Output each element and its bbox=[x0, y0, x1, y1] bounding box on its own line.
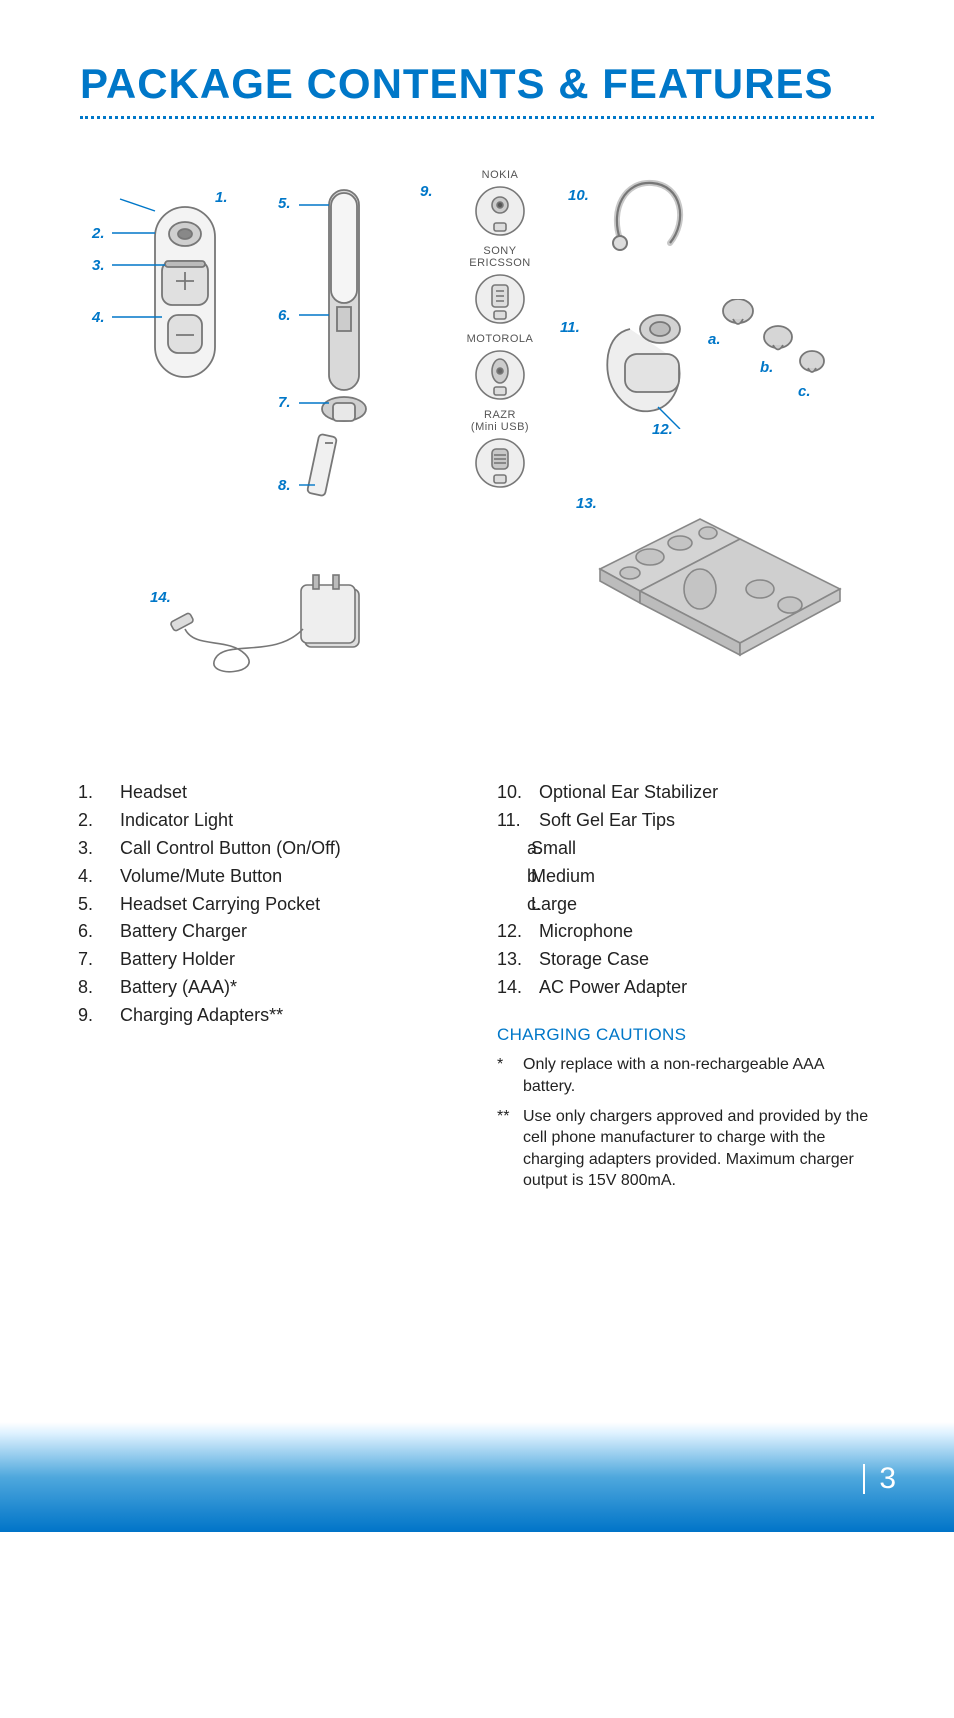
legend-subitem: a.Small bbox=[497, 835, 876, 863]
legend-sub-letter: b. bbox=[497, 863, 527, 891]
storage-case-illustration bbox=[580, 479, 860, 659]
legend-item: 2.Indicator Light bbox=[78, 807, 457, 835]
legend-sub-letter: a. bbox=[497, 835, 527, 863]
legend-sub-letter: c. bbox=[497, 891, 527, 919]
page-number: 3 bbox=[863, 1464, 896, 1494]
ear-tips-illustration bbox=[580, 299, 860, 429]
legend-item: 6.Battery Charger bbox=[78, 918, 457, 946]
legend-item: 12.Microphone bbox=[497, 918, 876, 946]
caution-text: Use only chargers approved and provided … bbox=[523, 1106, 876, 1192]
legend-item: 3.Call Control Button (On/Off) bbox=[78, 835, 457, 863]
cautions-heading: CHARGING CAUTIONS bbox=[497, 1022, 876, 1048]
legend-num: 10. bbox=[497, 779, 539, 807]
adapter-nokia-icon bbox=[472, 183, 528, 239]
callout-11: 11. bbox=[560, 319, 580, 336]
legend-text: Microphone bbox=[539, 918, 633, 946]
callout-14: 14. bbox=[150, 589, 171, 606]
legend-sub-text: Large bbox=[527, 891, 577, 919]
legend-num: 6. bbox=[78, 918, 120, 946]
legend-num: 3. bbox=[78, 835, 120, 863]
legend-item: 8.Battery (AAA)* bbox=[78, 974, 457, 1002]
legend-item: 11.Soft Gel Ear Tips bbox=[497, 807, 876, 835]
legend-num: 9. bbox=[78, 1002, 120, 1030]
legend-text: Charging Adapters** bbox=[120, 1002, 283, 1030]
callout-7: 7. bbox=[278, 394, 291, 411]
legend-item: 9.Charging Adapters** bbox=[78, 1002, 457, 1030]
callout-12: 12. bbox=[652, 421, 673, 438]
legend-text: Headset bbox=[120, 779, 187, 807]
legend-num: 5. bbox=[78, 891, 120, 919]
legend-right-column: 10.Optional Ear Stabilizer 11.Soft Gel E… bbox=[497, 779, 876, 1200]
adapter-sony-icon bbox=[472, 271, 528, 327]
headset-front-illustration bbox=[100, 189, 240, 409]
callout-5: 5. bbox=[278, 195, 291, 212]
callout-3: 3. bbox=[92, 257, 105, 274]
legend-num: 2. bbox=[78, 807, 120, 835]
caution-text: Only replace with a non-rechargeable AAA… bbox=[523, 1054, 876, 1097]
legend-item: 1.Headset bbox=[78, 779, 457, 807]
footer-wave bbox=[0, 1422, 954, 1532]
caution-item: ** Use only chargers approved and provid… bbox=[497, 1106, 876, 1192]
legend-text: Soft Gel Ear Tips bbox=[539, 807, 675, 835]
callout-2: 2. bbox=[92, 225, 105, 242]
legend-text: Headset Carrying Pocket bbox=[120, 891, 320, 919]
caution-item: * Only replace with a non-rechargeable A… bbox=[497, 1054, 876, 1097]
callout-9: 9. bbox=[420, 183, 433, 200]
legend-area: 1.Headset 2.Indicator Light 3.Call Contr… bbox=[0, 729, 954, 1200]
ear-stabilizer-illustration bbox=[590, 169, 710, 269]
callout-13: 13. bbox=[576, 495, 597, 512]
diagram-area: 1. 2. 3. 4. 5. 6. 7. 8. NOKIA SONY ERICS… bbox=[60, 169, 894, 729]
callout-8: 8. bbox=[278, 477, 291, 494]
caution-marker: ** bbox=[497, 1106, 523, 1192]
legend-text: Optional Ear Stabilizer bbox=[539, 779, 718, 807]
legend-num: 11. bbox=[497, 807, 539, 835]
callout-a: a. bbox=[708, 331, 721, 348]
legend-text: Storage Case bbox=[539, 946, 649, 974]
legend-left-column: 1.Headset 2.Indicator Light 3.Call Contr… bbox=[78, 779, 457, 1200]
legend-item: 4.Volume/Mute Button bbox=[78, 863, 457, 891]
legend-item: 7.Battery Holder bbox=[78, 946, 457, 974]
adapter-label-motorola: MOTOROLA bbox=[440, 333, 560, 345]
callout-1: 1. bbox=[215, 189, 228, 206]
adapter-label-sony: SONY ERICSSON bbox=[440, 245, 560, 269]
adapter-label-nokia: NOKIA bbox=[440, 169, 560, 181]
legend-num: 7. bbox=[78, 946, 120, 974]
legend-num: 1. bbox=[78, 779, 120, 807]
callout-b: b. bbox=[760, 359, 773, 376]
legend-item: 10.Optional Ear Stabilizer bbox=[497, 779, 876, 807]
legend-text: Call Control Button (On/Off) bbox=[120, 835, 341, 863]
legend-subitem: b.Medium bbox=[497, 863, 876, 891]
legend-subitem: c.Large bbox=[497, 891, 876, 919]
legend-num: 12. bbox=[497, 918, 539, 946]
legend-sub-text: Medium bbox=[527, 863, 595, 891]
legend-num: 4. bbox=[78, 863, 120, 891]
callout-c: c. bbox=[798, 383, 811, 400]
legend-item: 13.Storage Case bbox=[497, 946, 876, 974]
adapter-label-razr: RAZR (Mini USB) bbox=[440, 409, 560, 433]
caution-marker: * bbox=[497, 1054, 523, 1097]
callout-10: 10. bbox=[568, 187, 589, 204]
legend-item: 5.Headset Carrying Pocket bbox=[78, 891, 457, 919]
legend-text: Battery Holder bbox=[120, 946, 235, 974]
adapter-razr-icon bbox=[472, 435, 528, 491]
legend-num: 14. bbox=[497, 974, 539, 1002]
callout-4: 4. bbox=[92, 309, 105, 326]
adapters-column: NOKIA SONY ERICSSON MOTOROLA RAZR (Mini … bbox=[440, 169, 560, 491]
legend-text: AC Power Adapter bbox=[539, 974, 687, 1002]
legend-num: 13. bbox=[497, 946, 539, 974]
page-title: PACKAGE CONTENTS & FEATURES bbox=[0, 0, 954, 116]
ac-adapter-illustration bbox=[155, 569, 375, 699]
legend-item: 14.AC Power Adapter bbox=[497, 974, 876, 1002]
legend-text: Volume/Mute Button bbox=[120, 863, 282, 891]
adapter-motorola-icon bbox=[472, 347, 528, 403]
legend-text: Battery Charger bbox=[120, 918, 247, 946]
legend-text: Battery (AAA)* bbox=[120, 974, 237, 1002]
callout-6: 6. bbox=[278, 307, 291, 324]
legend-num: 8. bbox=[78, 974, 120, 1002]
legend-sub-text: Small bbox=[527, 835, 576, 863]
title-underline bbox=[80, 116, 874, 119]
legend-text: Indicator Light bbox=[120, 807, 233, 835]
carrying-pocket-illustration bbox=[285, 185, 405, 505]
